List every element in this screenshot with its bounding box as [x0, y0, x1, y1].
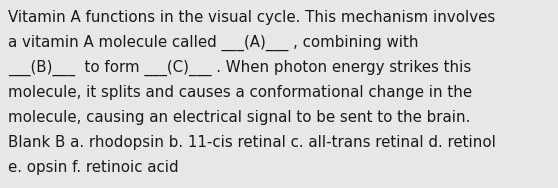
- Text: molecule, causing an electrical signal to be sent to the brain.: molecule, causing an electrical signal t…: [8, 110, 470, 125]
- Text: Vitamin A functions in the visual cycle. This mechanism involves: Vitamin A functions in the visual cycle.…: [8, 10, 496, 25]
- Text: e. opsin f. retinoic acid: e. opsin f. retinoic acid: [8, 160, 179, 175]
- Text: ___(B)___  to form ___(C)___ . When photon energy strikes this: ___(B)___ to form ___(C)___ . When photo…: [8, 60, 472, 76]
- Text: Blank B a. rhodopsin b. 11-cis retinal c. all-trans retinal d. retinol: Blank B a. rhodopsin b. 11-cis retinal c…: [8, 135, 496, 150]
- Text: a vitamin A molecule called ___(A)___ , combining with: a vitamin A molecule called ___(A)___ , …: [8, 35, 418, 51]
- Text: molecule, it splits and causes a conformational change in the: molecule, it splits and causes a conform…: [8, 85, 472, 100]
